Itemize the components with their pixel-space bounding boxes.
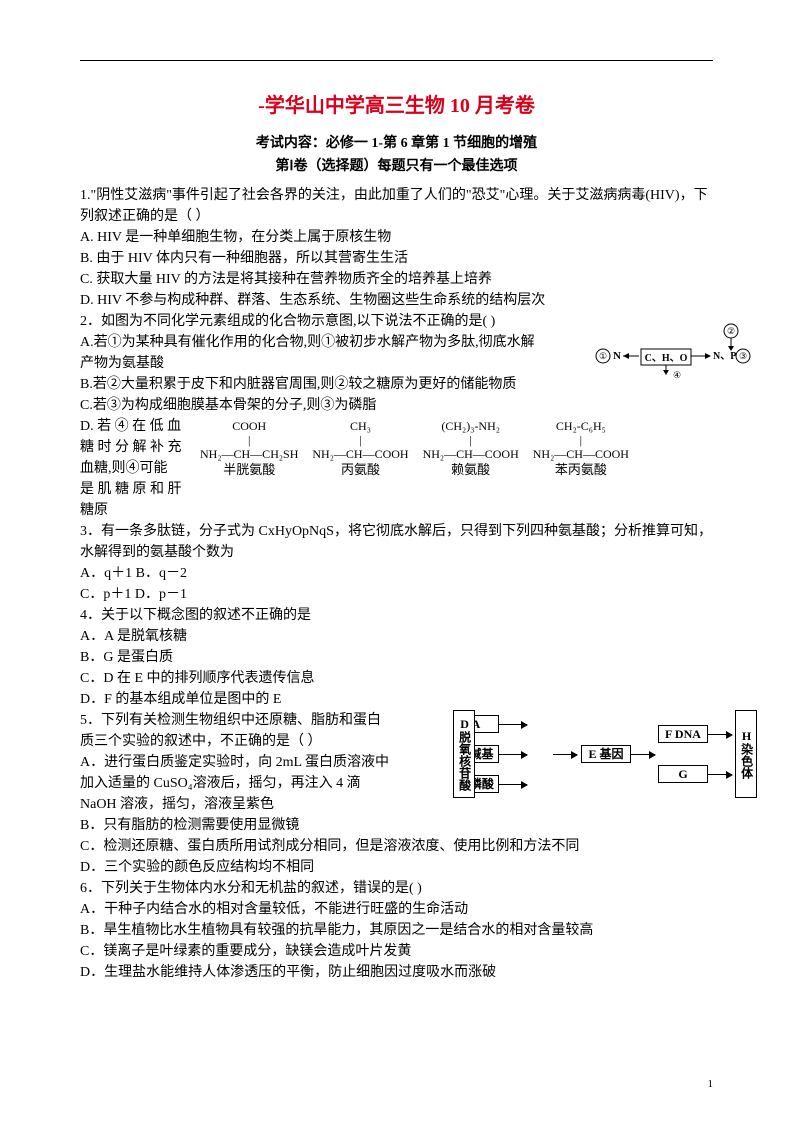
q1-stem: 1."阴性艾滋病"事件引起了社会各界的关注，由此加重了人们的"恐艾"心理。关于艾… bbox=[80, 185, 713, 227]
q5-opt-a: A．进行蛋白质鉴定实验时，向 2mL 蛋白质溶液中加入适量的 CuSO₄溶液后，… bbox=[80, 752, 390, 815]
q2-opt-c: C.若③为构成细胞膜基本骨架的分子,则③为磷脂 bbox=[80, 395, 713, 416]
arrow-d-e bbox=[553, 754, 577, 755]
q6-opt-d: D．生理盐水能维持人体渗透压的平衡，防止细胞因过度吸水而涨破 bbox=[80, 962, 713, 983]
q2-fig-circ1: ② bbox=[727, 326, 735, 336]
q6-stem: 6．下列关于生物体内水分和无机盐的叙述，错误的是( ) bbox=[80, 878, 713, 899]
q2-opt-b: B.若②大量积累于皮下和内脏器官周围,则②较之糖原为更好的储能物质 bbox=[80, 374, 540, 395]
q6-opt-a: A．干种子内结合水的相对含量较低，不能进行旺盛的生命活动 bbox=[80, 899, 713, 920]
q6-opt-b: B．旱生植物比水生植物具有较强的抗旱能力，其原因之一是结合水的相对含量较高 bbox=[80, 920, 713, 941]
amino-4: CH₂-C₆H₅ | NH₂—CH—COOH 苯丙氨酸 bbox=[533, 420, 629, 496]
amino-1: COOH | NH₂—CH—CH₂SH 半胱氨酸 bbox=[200, 420, 298, 496]
q2-opt-a: A.若①为某种具有催化作用的化合物,则①被初步水解产物为多肽,彻底水解产物为氨基… bbox=[80, 332, 540, 374]
q2-d-l2: 糖 时 分 解 补 充 bbox=[80, 437, 200, 458]
amino-2-mid: | bbox=[312, 434, 408, 448]
exam-title: -学华山中学高三生物 10 月考卷 bbox=[80, 91, 713, 121]
fig-box-e: E 基因 bbox=[581, 745, 631, 763]
question-1: 1."阴性艾滋病"事件引起了社会各界的关注，由此加重了人们的"恐艾"心理。关于艾… bbox=[80, 185, 713, 311]
question-2: 2．如图为不同化学元素组成的化合物示意图,以下说法不正确的是( ) A.若①为某… bbox=[80, 311, 713, 521]
q2-fig-circ2: ③ bbox=[739, 351, 747, 361]
q2-fig-c1: ① bbox=[599, 351, 607, 361]
q5-stem: 5．下列有关检测生物组织中还原糖、脂肪和蛋白质三个实验的叙述中，不正确的是（ ） bbox=[80, 710, 390, 752]
q2-opt-d-col: D. 若 ④ 在 低 血 糖 时 分 解 补 充 血糖,则④可能 是 肌 糖 原… bbox=[80, 416, 200, 500]
amino-4-line: NH₂—CH—COOH bbox=[533, 448, 629, 462]
q1-opt-d: D. HIV 不参与构成种群、群落、生态系统、生物圈这些生命系统的结构层次 bbox=[80, 290, 713, 311]
question-5: 5．下列有关检测生物组织中还原糖、脂肪和蛋白质三个实验的叙述中，不正确的是（ ）… bbox=[80, 710, 713, 878]
amino-3: (CH₂)₃-NH₂ | NH₂—CH—COOH 赖氨酸 bbox=[423, 420, 519, 496]
arrow-f-h bbox=[708, 734, 732, 735]
amino-2-line: NH₂—CH—COOH bbox=[312, 448, 408, 462]
question-3: 3．有一条多肽链，分子式为 CxHyOpNqS，将它彻底水解后，只得到下列四种氨… bbox=[80, 521, 713, 605]
q4-stem: 4．关于以下概念图的叙述不正确的是 bbox=[80, 605, 713, 626]
q4-opt-d: D．F 的基本组成单位是图中的 E bbox=[80, 689, 713, 710]
amino-1-name: 半胱氨酸 bbox=[200, 463, 298, 478]
q3-opt-ab: A．q＋1 B．q－2 bbox=[80, 563, 713, 584]
fig-box-h: H染色体 bbox=[735, 710, 757, 798]
arrow-b-d bbox=[499, 754, 527, 755]
q2-fig-c4: ④ bbox=[673, 370, 681, 380]
amino-4-top: CH₂-C₆H₅ bbox=[533, 420, 629, 434]
q4-opt-c: C．D 在 E 中的排列顺序代表遗传信息 bbox=[80, 668, 713, 689]
q2-stem: 2．如图为不同化学元素组成的化合物示意图,以下说法不正确的是( ) bbox=[80, 311, 540, 332]
q3-opt-cd: C．p＋1 D．p－1 bbox=[80, 584, 713, 605]
amino-1-line: NH₂—CH—CH₂SH bbox=[200, 448, 298, 462]
q2-fig-n: N bbox=[613, 350, 621, 362]
page-number: 1 bbox=[708, 1076, 714, 1093]
q2-fig-box: C、H、O bbox=[645, 353, 688, 364]
q5-opt-d: D．三个实验的颜色反应结构均不相同 bbox=[80, 857, 713, 878]
amino-2: CH₃ | NH₂—CH—COOH 丙氨酸 bbox=[312, 420, 408, 496]
arrow-e-f bbox=[631, 754, 655, 755]
q1-opt-b: B. 由于 HIV 体内只有一种细胞器，所以其营寄生生活 bbox=[80, 248, 713, 269]
q6-opt-c: C．镁离子是叶绿素的重要成分，缺镁会造成叶片发黄 bbox=[80, 941, 713, 962]
amino-3-mid: | bbox=[423, 434, 519, 448]
amino-3-top: (CH₂)₃-NH₂ bbox=[423, 420, 519, 434]
exam-subtitle: 考试内容：必修一 1-第 6 章第 1 节细胞的增殖 bbox=[80, 133, 713, 154]
fig-box-f: F DNA bbox=[658, 725, 708, 743]
q1-opt-c: C. 获取大量 HIV 的方法是将其接种在营养物质齐全的培养基上培养 bbox=[80, 269, 713, 290]
arrow-a-d bbox=[499, 724, 527, 725]
q2-d-l3: 血糖,则④可能 bbox=[80, 458, 200, 479]
q4-opt-a: A．A 是脱氧核糖 bbox=[80, 626, 713, 647]
q2-d-l4: 是 肌 糖 原 和 肝 bbox=[80, 479, 200, 500]
q1-opt-a: A. HIV 是一种单细胞生物，在分类上属于原核生物 bbox=[80, 227, 713, 248]
fig-box-d: D脱氧核苷酸 bbox=[453, 710, 475, 798]
top-rule bbox=[80, 60, 713, 61]
amino-2-top: CH₃ bbox=[312, 420, 408, 434]
amino-3-line: NH₂—CH—COOH bbox=[423, 448, 519, 462]
q2-d-l5: 糖原 bbox=[80, 500, 713, 521]
arrow-g-h bbox=[708, 774, 732, 775]
amino-1-top: COOH bbox=[200, 420, 298, 434]
amino-4-mid: | bbox=[533, 434, 629, 448]
amino-acid-figures: COOH | NH₂—CH—CH₂SH 半胱氨酸 CH₃ | NH₂—CH—CO… bbox=[200, 420, 629, 496]
fig-box-g: G bbox=[658, 765, 708, 783]
concept-map-figure: A B 碱基 C 磷酸 D脱氧核苷酸 E 基因 F DNA G H染色体 bbox=[453, 710, 763, 830]
q4-opt-b: B．G 是蛋白质 bbox=[80, 647, 713, 668]
amino-4-name: 苯丙氨酸 bbox=[533, 463, 629, 478]
amino-1-mid: | bbox=[200, 434, 298, 448]
q2-fig-np: N、P bbox=[713, 351, 736, 362]
question-6: 6．下列关于生物体内水分和无机盐的叙述，错误的是( ) A．干种子内结合水的相对… bbox=[80, 878, 713, 983]
q5-opt-c: C．检测还原糖、蛋白质所用试剂成分相同，但是溶液浓度、使用比例和方法不同 bbox=[80, 836, 713, 857]
arrow-c-d bbox=[499, 784, 527, 785]
q2-d-l1: D. 若 ④ 在 低 血 bbox=[80, 416, 200, 437]
q3-stem: 3．有一条多肽链，分子式为 CxHyOpNqS，将它彻底水解后，只得到下列四种氨… bbox=[80, 521, 713, 563]
section-title: 第Ⅰ卷（选择题）每题只有一个最佳选项 bbox=[80, 156, 713, 177]
question-4: 4．关于以下概念图的叙述不正确的是 A．A 是脱氧核糖 B．G 是蛋白质 C．D… bbox=[80, 605, 713, 710]
q2-figure: ② N C、H、O N、P ③ ① ④ bbox=[593, 321, 753, 381]
amino-2-name: 丙氨酸 bbox=[312, 463, 408, 478]
amino-3-name: 赖氨酸 bbox=[423, 463, 519, 478]
